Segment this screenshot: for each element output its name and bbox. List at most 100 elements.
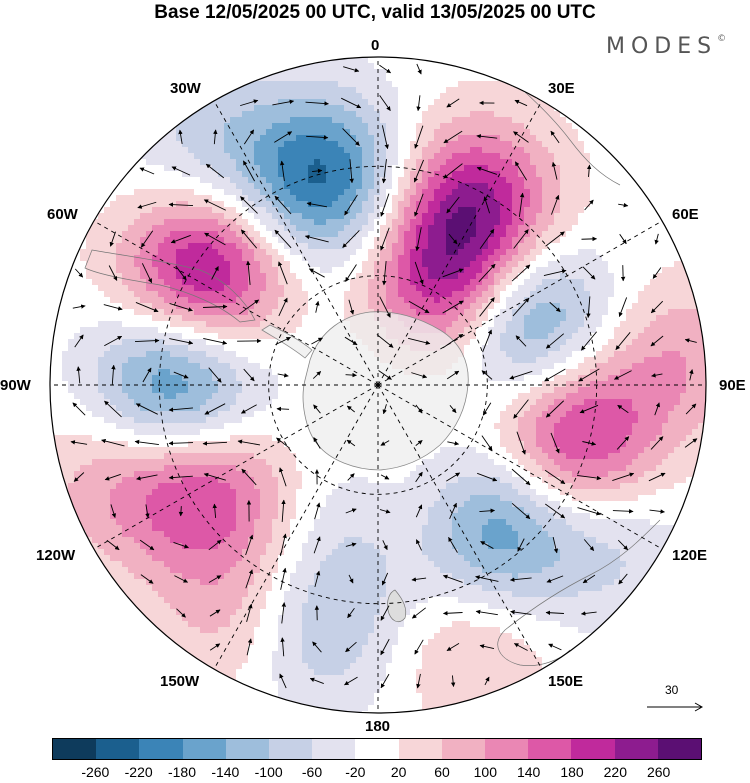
anomaly-cell [596, 195, 603, 202]
anomaly-cell [596, 381, 603, 388]
anomaly-cell [428, 291, 435, 298]
anomaly-cell [290, 183, 297, 190]
anomaly-cell [398, 99, 405, 106]
anomaly-cell [542, 315, 549, 322]
anomaly-cell [260, 129, 267, 136]
anomaly-cell [374, 291, 381, 298]
anomaly-cell [452, 123, 459, 130]
anomaly-cell [272, 321, 279, 328]
anomaly-cell [230, 135, 237, 142]
anomaly-cell [158, 333, 165, 340]
anomaly-cell [416, 177, 423, 184]
anomaly-cell [542, 159, 549, 166]
anomaly-cell [428, 147, 435, 154]
anomaly-cell [560, 105, 567, 112]
anomaly-cell [452, 303, 459, 310]
anomaly-cell [356, 57, 363, 64]
anomaly-cell [248, 237, 255, 244]
anomaly-cell [512, 147, 519, 154]
anomaly-cell [494, 327, 501, 334]
anomaly-cell [140, 213, 147, 220]
anomaly-cell [596, 303, 603, 310]
anomaly-cell [290, 357, 297, 364]
anomaly-cell [572, 285, 579, 292]
anomaly-cell [122, 273, 129, 280]
anomaly-cell [632, 249, 639, 256]
anomaly-cell [296, 273, 303, 280]
anomaly-cell [446, 255, 453, 262]
anomaly-cell [158, 159, 165, 166]
anomaly-cell [626, 309, 633, 316]
anomaly-cell [302, 363, 309, 370]
anomaly-cell [176, 315, 183, 322]
anomaly-cell [122, 267, 129, 274]
anomaly-cell [368, 285, 375, 292]
anomaly-cell [194, 285, 201, 292]
anomaly-cell [272, 237, 279, 244]
anomaly-cell [578, 189, 585, 196]
anomaly-cell [236, 345, 243, 352]
anomaly-cell [434, 81, 441, 88]
anomaly-cell [644, 357, 651, 364]
anomaly-cell [308, 105, 315, 112]
anomaly-cell [572, 123, 579, 130]
anomaly-cell [398, 231, 405, 238]
anomaly-cell [548, 309, 555, 316]
anomaly-cell [698, 333, 705, 340]
anomaly-cell [512, 327, 519, 334]
anomaly-cell [248, 369, 255, 376]
anomaly-cell [236, 165, 243, 172]
anomaly-cell [314, 171, 321, 178]
anomaly-cell [614, 315, 621, 322]
anomaly-cell [266, 339, 273, 346]
anomaly-cell [236, 267, 243, 274]
anomaly-cell [206, 207, 213, 214]
anomaly-cell [272, 93, 279, 100]
anomaly-cell [86, 357, 93, 364]
anomaly-cell [326, 111, 333, 118]
anomaly-cell [128, 171, 135, 178]
anomaly-cell [68, 387, 75, 394]
anomaly-cell [74, 297, 81, 304]
anomaly-cell [464, 291, 471, 298]
anomaly-cell [140, 195, 147, 202]
anomaly-cell [344, 129, 351, 136]
anomaly-cell [632, 297, 639, 304]
anomaly-cell [506, 315, 513, 322]
anomaly-cell [278, 147, 285, 154]
anomaly-cell [584, 273, 591, 280]
anomaly-cell [440, 147, 447, 154]
anomaly-cell [476, 75, 483, 82]
anomaly-cell [506, 327, 513, 334]
anomaly-cell [638, 351, 645, 358]
anomaly-cell [380, 201, 387, 208]
anomaly-cell [434, 195, 441, 202]
anomaly-cell [206, 177, 213, 184]
anomaly-cell [92, 231, 99, 238]
anomaly-cell [218, 105, 225, 112]
anomaly-cell [266, 249, 273, 256]
anomaly-cell [410, 255, 417, 262]
anomaly-cell [428, 297, 435, 304]
anomaly-cell [248, 111, 255, 118]
anomaly-cell [332, 273, 339, 280]
anomaly-cell [248, 105, 255, 112]
anomaly-cell [248, 93, 255, 100]
anomaly-cell [566, 333, 573, 340]
anomaly-cell [464, 213, 471, 220]
anomaly-cell [584, 135, 591, 142]
anomaly-cell [524, 105, 531, 112]
anomaly-cell [392, 213, 399, 220]
anomaly-cell [554, 147, 561, 154]
anomaly-cell [386, 165, 393, 172]
anomaly-cell [542, 303, 549, 310]
anomaly-cell [68, 327, 75, 334]
anomaly-cell [590, 339, 597, 346]
anomaly-cell [596, 273, 603, 280]
anomaly-cell [452, 309, 459, 316]
anomaly-cell [356, 195, 363, 202]
anomaly-cell [404, 129, 411, 136]
anomaly-cell [608, 225, 615, 232]
anomaly-cell [248, 183, 255, 190]
anomaly-cell [332, 213, 339, 220]
